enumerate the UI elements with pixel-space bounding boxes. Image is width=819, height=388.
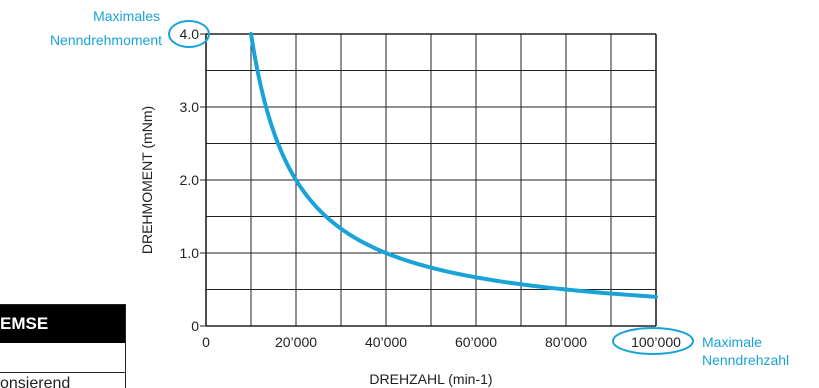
max-speed-label-line1: Maximale (702, 334, 762, 350)
x-axis-title: DREHZAHL (min-1) (369, 371, 492, 387)
x-tick-label: 40’000 (365, 334, 407, 350)
legend-row-1 (0, 343, 125, 373)
max-torque-ellipse (168, 20, 210, 48)
y-tick-label: 1.0 (180, 245, 200, 261)
y-axis-title: DREHMOMENT (mNm) (139, 106, 155, 254)
x-tick-label: 60’000 (455, 334, 497, 350)
legend-header: EMSE (0, 305, 125, 343)
y-tick-label: 3.0 (180, 99, 200, 115)
x-tick-label: 20’000 (275, 334, 317, 350)
curve-layer (249, 32, 658, 299)
legend-box: EMSE onsierend (0, 304, 126, 388)
tick-label-layer: 0 20’000 40’000 60’000 80’000 100’000 0 1.0 2.0 3… (180, 26, 682, 350)
y-tick-label: 0 (191, 318, 199, 334)
grid-layer (205, 33, 657, 327)
max-torque-label-line1: Maximales (93, 8, 160, 24)
max-speed-label-line2: Nenndrehzahl (702, 352, 789, 368)
y-tick-label: 4.0 (180, 26, 200, 42)
torque-curve (249, 32, 658, 299)
x-tick-label: 80’000 (545, 334, 587, 350)
max-torque-label-line2: Nenndrehmoment (50, 32, 162, 48)
x-tick-label: 0 (202, 334, 210, 350)
annotation-layer: Maximales Nenndrehmoment Maximale Nenndrehz… (50, 8, 789, 368)
y-tick-label: 2.0 (180, 172, 200, 188)
x-tick-label: 100’000 (631, 334, 681, 350)
legend-row-2: onsierend (0, 375, 71, 388)
max-speed-ellipse (612, 327, 694, 355)
